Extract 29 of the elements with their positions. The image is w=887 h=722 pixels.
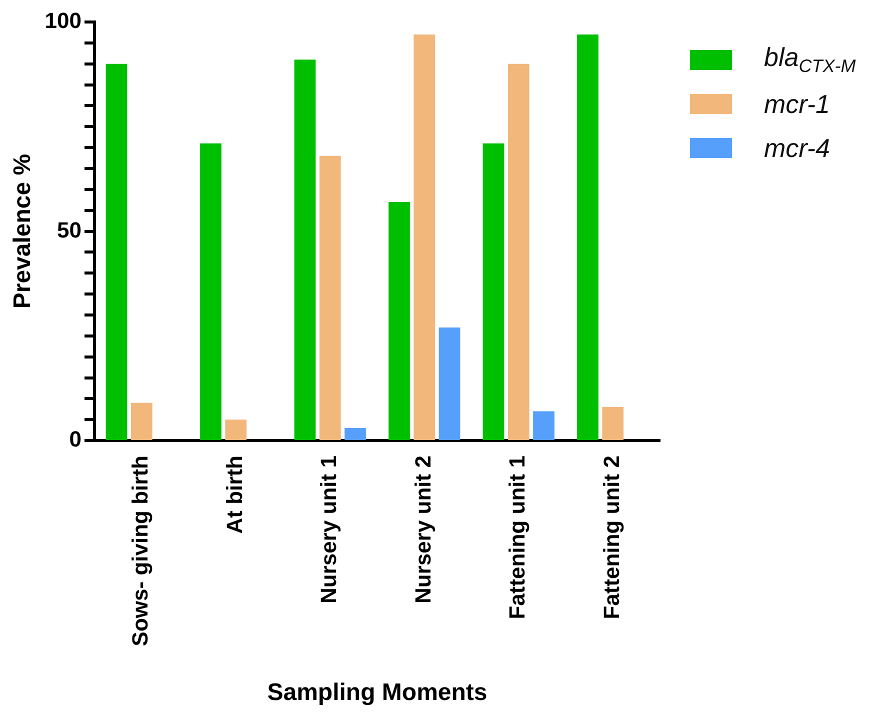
bar: [602, 407, 624, 440]
bar: [577, 34, 598, 440]
bar: [388, 202, 410, 440]
bar: [319, 156, 341, 440]
bar: [533, 411, 554, 440]
legend-label: mcr-4: [764, 132, 830, 164]
y-axis-title: Prevalence %: [9, 154, 36, 309]
x-tick-label: Nursery unit 2: [410, 456, 436, 604]
bar: [225, 420, 247, 440]
bar: [130, 402, 152, 440]
y-tick-label: 50: [57, 217, 82, 242]
x-tick-label: Nursery unit 1: [316, 456, 342, 604]
x-tick-label: Fattening unit 2: [598, 456, 624, 620]
bar: [200, 143, 222, 440]
bar: [508, 64, 530, 440]
bar: [482, 143, 504, 440]
bar: [294, 60, 316, 440]
legend-label: mcr-1: [764, 88, 830, 120]
y-tick-label: 0: [69, 426, 82, 452]
x-tick-label: At birth: [222, 456, 247, 534]
x-tick-label: Sows- giving birth: [128, 456, 153, 646]
x-axis-title: Sampling Moments: [267, 679, 488, 706]
bar: [344, 428, 366, 440]
bar: [438, 328, 460, 440]
x-tick-label: Fattening unit 1: [504, 456, 530, 620]
bar: [414, 34, 436, 440]
y-tick-label: 100: [44, 8, 82, 34]
legend-label: bla$_{CTX-M}$: [764, 42, 856, 78]
bar: [106, 64, 128, 440]
